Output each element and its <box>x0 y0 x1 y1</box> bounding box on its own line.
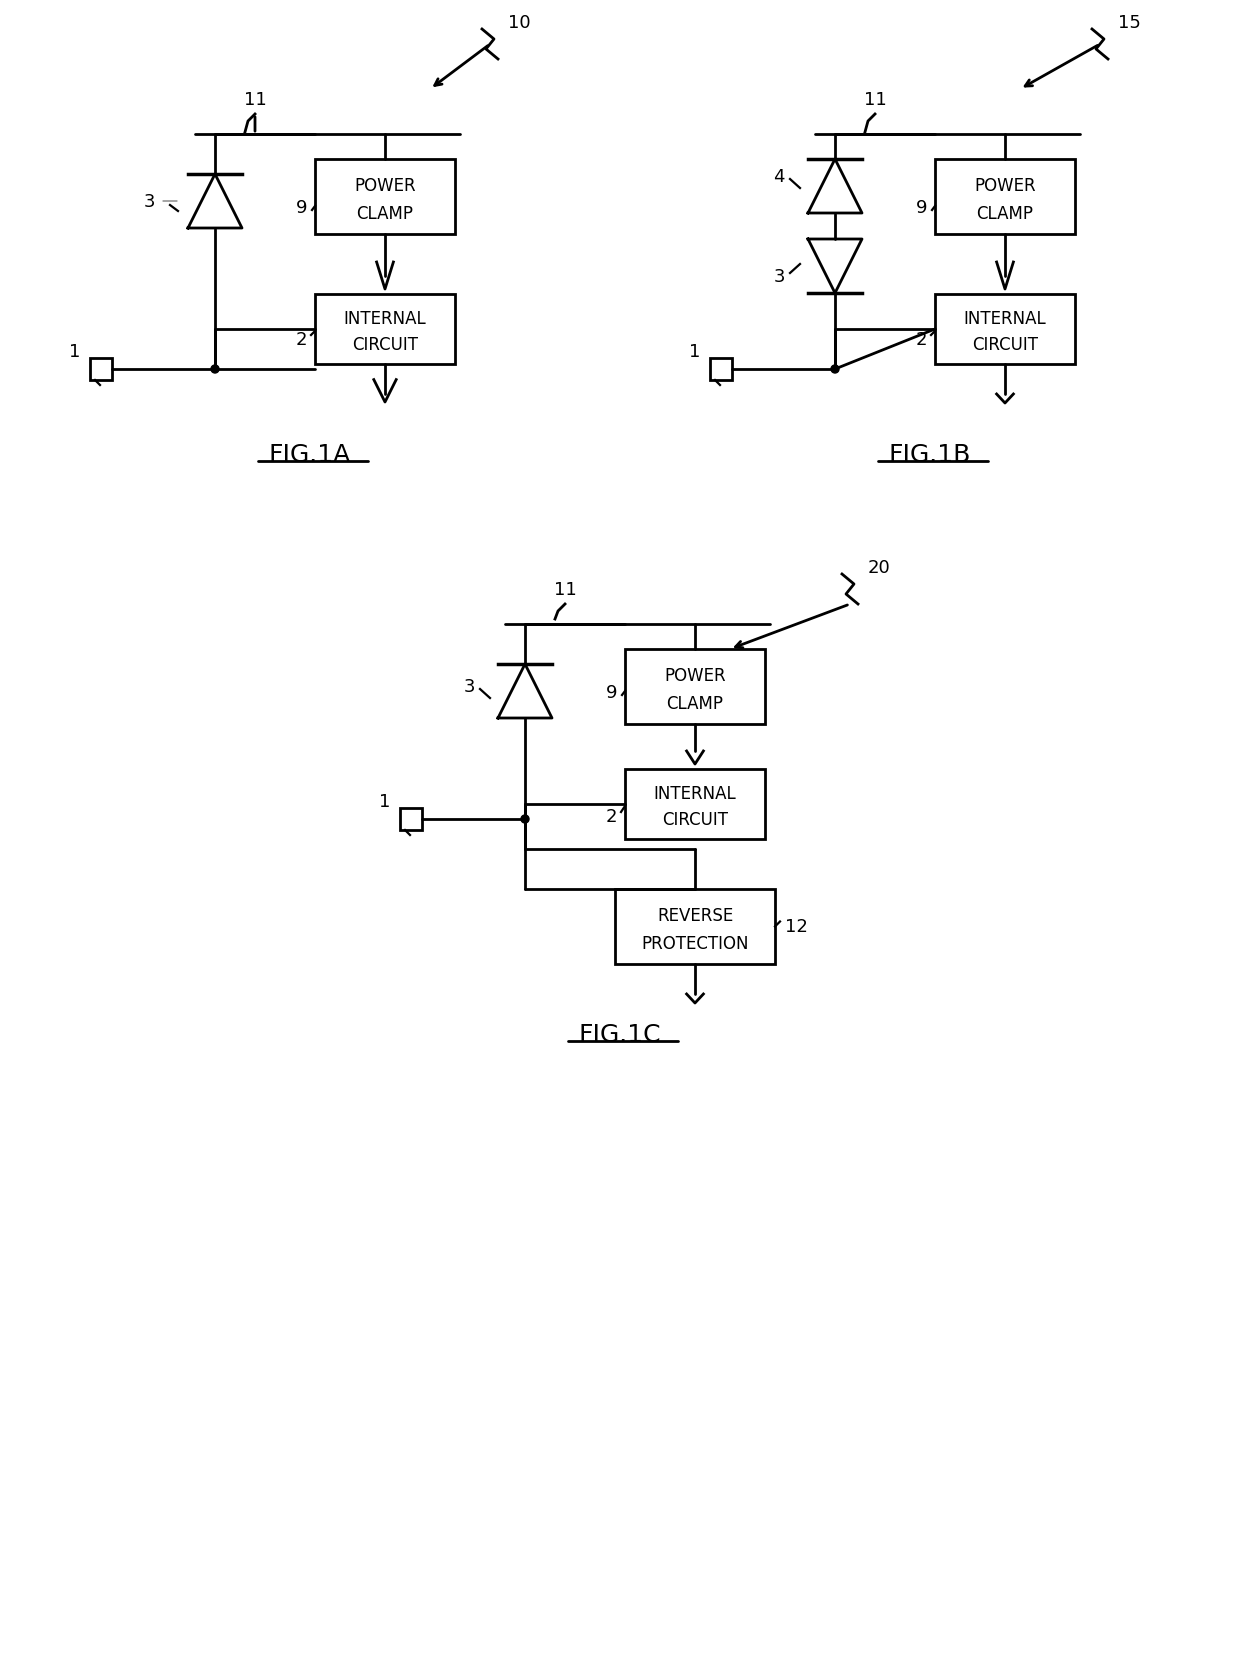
Bar <box>401 808 422 830</box>
Text: CLAMP: CLAMP <box>667 694 723 712</box>
Bar <box>935 160 1075 235</box>
Bar <box>91 360 112 381</box>
Text: 1: 1 <box>688 343 701 361</box>
Circle shape <box>831 366 839 373</box>
Text: 15: 15 <box>1118 13 1141 32</box>
Text: 9: 9 <box>605 684 618 702</box>
Text: INTERNAL: INTERNAL <box>653 785 737 803</box>
Text: 1: 1 <box>378 793 391 810</box>
Text: 2: 2 <box>605 808 618 825</box>
Bar <box>315 294 455 365</box>
Text: CIRCUIT: CIRCUIT <box>972 336 1038 354</box>
Text: PROTECTION: PROTECTION <box>641 934 749 953</box>
Text: POWER: POWER <box>355 176 415 195</box>
Text: 3: 3 <box>144 193 155 212</box>
Text: CLAMP: CLAMP <box>357 205 413 223</box>
Text: 1: 1 <box>68 343 81 361</box>
Text: 2: 2 <box>915 331 928 349</box>
Text: FIG.1C: FIG.1C <box>579 1023 661 1047</box>
Text: 11: 11 <box>553 581 577 598</box>
Text: 3: 3 <box>464 677 475 696</box>
Text: REVERSE: REVERSE <box>657 907 733 924</box>
Bar <box>315 160 455 235</box>
Text: POWER: POWER <box>975 176 1035 195</box>
Text: 3: 3 <box>774 267 785 286</box>
Circle shape <box>211 366 219 373</box>
Bar <box>625 650 765 724</box>
Text: 4: 4 <box>774 168 785 186</box>
Text: POWER: POWER <box>665 667 725 685</box>
Circle shape <box>521 815 529 823</box>
Text: FIG.1B: FIG.1B <box>889 444 971 467</box>
Text: CLAMP: CLAMP <box>977 205 1033 223</box>
Text: CIRCUIT: CIRCUIT <box>352 336 418 354</box>
Text: INTERNAL: INTERNAL <box>343 311 427 328</box>
Text: 9: 9 <box>915 198 928 217</box>
Text: 10: 10 <box>508 13 531 32</box>
Text: CIRCUIT: CIRCUIT <box>662 811 728 828</box>
Bar <box>711 360 732 381</box>
Bar <box>615 889 775 964</box>
Bar <box>935 294 1075 365</box>
Bar <box>625 769 765 840</box>
Text: 9: 9 <box>295 198 308 217</box>
Text: FIG.1A: FIG.1A <box>269 444 351 467</box>
Text: INTERNAL: INTERNAL <box>963 311 1047 328</box>
Text: 2: 2 <box>295 331 308 349</box>
Text: 11: 11 <box>863 91 887 109</box>
Text: 12: 12 <box>785 917 808 936</box>
Text: 20: 20 <box>868 559 890 576</box>
Text: 11: 11 <box>243 91 267 109</box>
